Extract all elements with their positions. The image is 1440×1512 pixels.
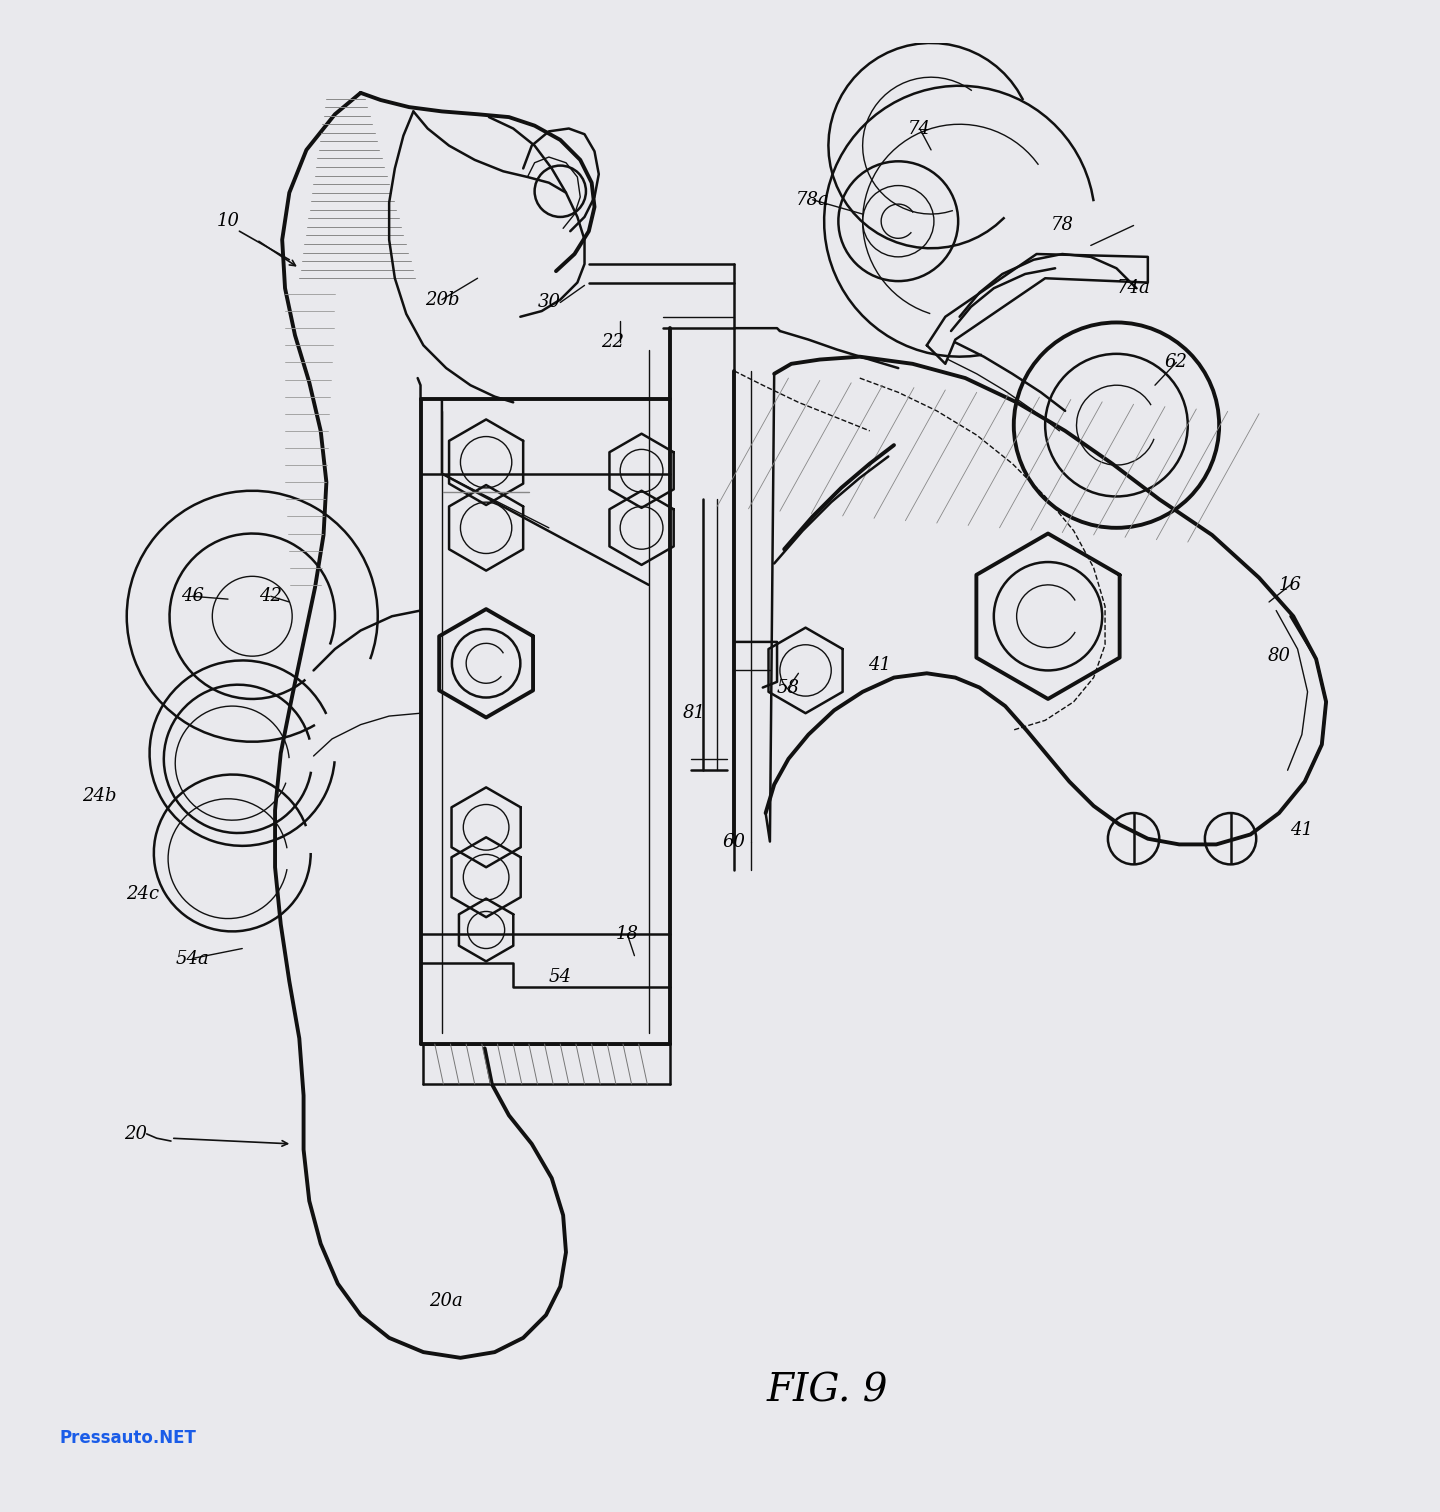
Text: 81: 81 bbox=[683, 705, 706, 723]
Text: 30: 30 bbox=[537, 293, 560, 311]
Text: 16: 16 bbox=[1279, 576, 1302, 594]
Text: 80: 80 bbox=[1267, 647, 1290, 665]
Text: 78a: 78a bbox=[796, 191, 829, 209]
Text: 41: 41 bbox=[1290, 821, 1313, 839]
Text: 54: 54 bbox=[549, 968, 572, 986]
Text: Pressauto.NET: Pressauto.NET bbox=[59, 1429, 197, 1447]
Text: 42: 42 bbox=[259, 587, 282, 605]
Text: 58: 58 bbox=[778, 679, 801, 697]
Text: 46: 46 bbox=[181, 587, 204, 605]
Text: 24c: 24c bbox=[125, 886, 158, 903]
Text: 18: 18 bbox=[616, 925, 639, 943]
Text: 22: 22 bbox=[602, 334, 625, 351]
Text: 10: 10 bbox=[216, 212, 239, 230]
Text: 20: 20 bbox=[124, 1125, 147, 1143]
Text: FIG. 9: FIG. 9 bbox=[766, 1371, 887, 1409]
Text: 24b: 24b bbox=[82, 786, 117, 804]
Text: 41: 41 bbox=[868, 656, 891, 674]
Text: 20b: 20b bbox=[425, 290, 459, 308]
Text: 20a: 20a bbox=[429, 1291, 464, 1309]
Text: 62: 62 bbox=[1165, 354, 1188, 372]
Text: 74a: 74a bbox=[1116, 280, 1151, 298]
Text: 60: 60 bbox=[723, 833, 746, 851]
Text: 74: 74 bbox=[909, 119, 932, 138]
Text: 54a: 54a bbox=[176, 950, 209, 968]
Text: 78: 78 bbox=[1051, 216, 1074, 234]
